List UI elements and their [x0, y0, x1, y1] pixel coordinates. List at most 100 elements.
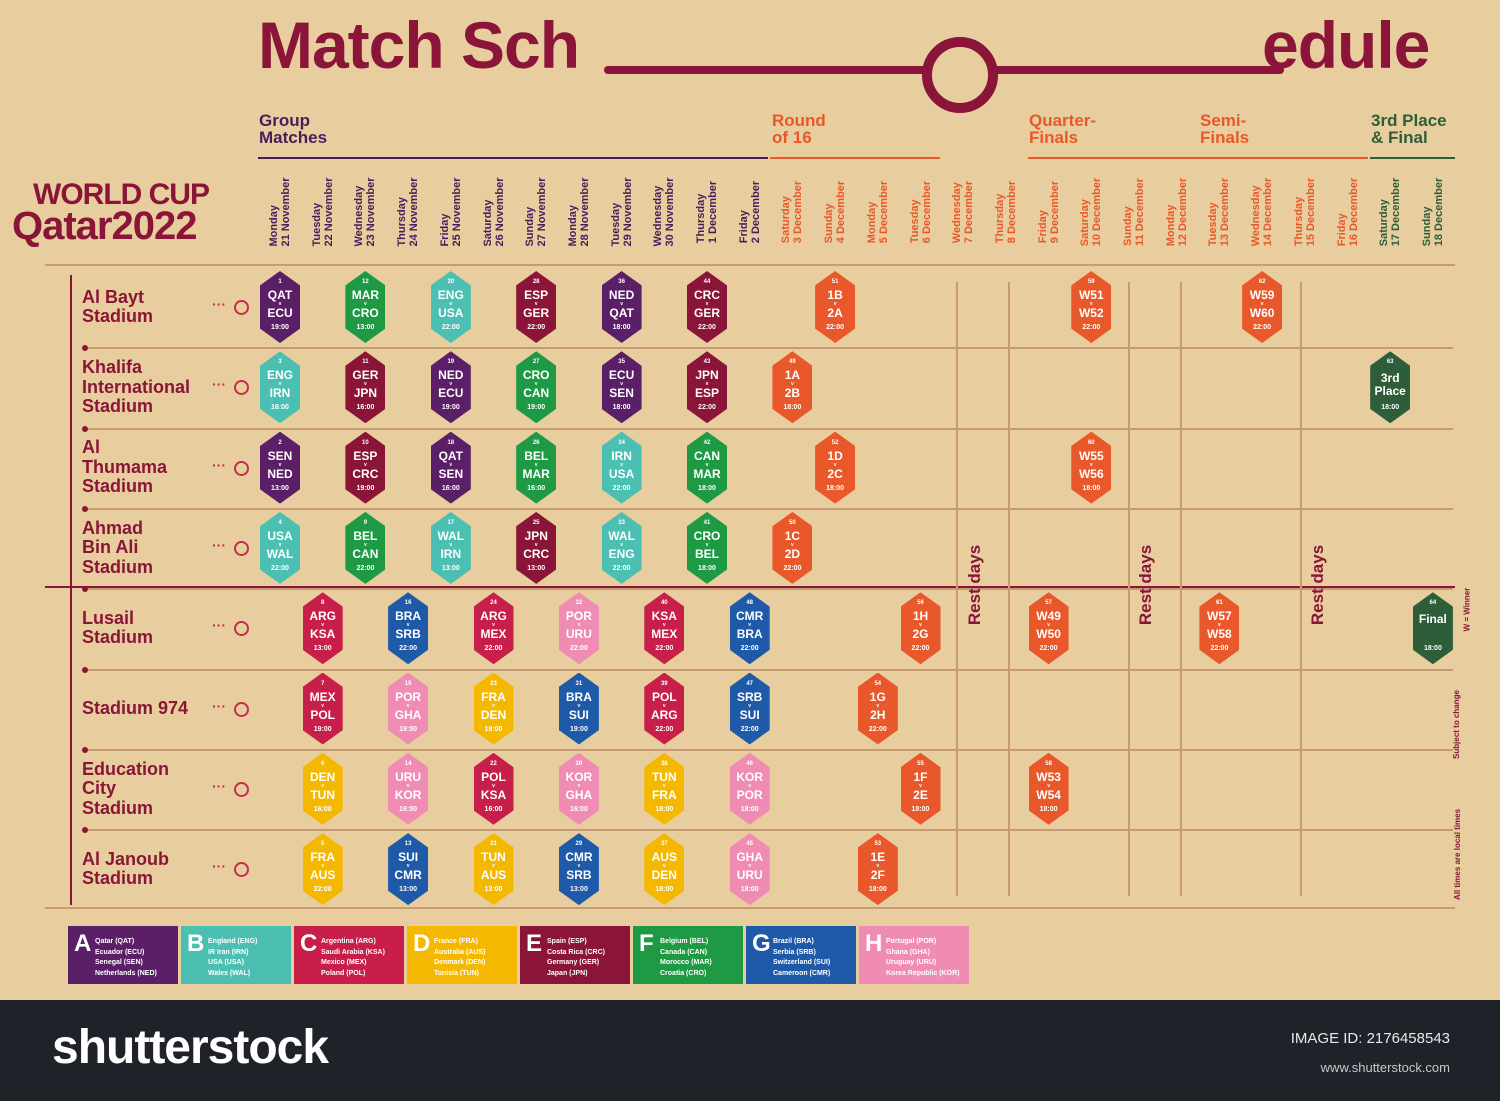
match-hexagon: 13 SUI CMR 13:00 v [388, 833, 429, 906]
phase-label: 3rd Place & Final [1371, 111, 1447, 147]
match-versus: v [919, 782, 922, 789]
match-t1: 1C [784, 528, 801, 543]
match-num: 12 [362, 279, 369, 285]
day-header: Sunday 27 November [515, 170, 557, 254]
match-versus: v [534, 301, 538, 307]
match-hexagon: 47 SRB SUI 22:00 v [729, 672, 770, 745]
match-num: 13 [404, 841, 412, 848]
match-time: 18:00 [698, 484, 716, 492]
match-t2: DEN [480, 707, 507, 722]
match-t2: W50 [1036, 627, 1061, 642]
match-num: 64 [1429, 600, 1437, 607]
column-divider [1128, 282, 1130, 896]
day-header: Thursday 24 November [387, 170, 429, 254]
match-t2: CAN [523, 386, 550, 401]
match-hexagon: 46 KOR POR 18:00 v [729, 752, 770, 825]
match-num: 16 [404, 600, 412, 607]
match-t1: KOR [736, 769, 764, 784]
match-num: 49 [789, 359, 796, 366]
day-header: Wednesday 14 December [1241, 170, 1283, 254]
day-label: Wednesday 30 November [652, 177, 677, 247]
match-time: 22:00 [441, 324, 460, 331]
day-label: Friday 25 November [438, 177, 463, 247]
match-versus: v [876, 702, 880, 709]
match-time: 19:00 [313, 725, 332, 733]
match-t1: W59 [1249, 288, 1275, 302]
match-hexagon: 12 MAR CRO 13:00 v [345, 271, 386, 343]
day-header: Monday 28 November [558, 170, 600, 254]
stadium-dots: ··· [212, 376, 226, 393]
legend-teams: Argentina (ARG) Saudi Arabia (KSA) Mexic… [321, 938, 385, 977]
match-time: 22:00 [655, 645, 674, 653]
match-num: 11 [362, 359, 369, 366]
row-separator [45, 907, 1455, 909]
legend-group-b: B England (ENG) IR Iran (IRN) USA (USA) W… [181, 926, 291, 984]
match-hexagon: 42 CAN MAR 18:00 v [687, 431, 727, 504]
match-versus: v [791, 541, 794, 548]
match-t2: URU [736, 868, 763, 883]
match-num: 31 [575, 680, 583, 687]
phase-underline [770, 157, 940, 159]
match-hexagon: 55 1F 2E 18:00 v [900, 752, 941, 825]
match-time: 18:00 [612, 404, 631, 412]
match-time: 22:00 [1210, 645, 1229, 653]
match-time: 22:00 [911, 645, 930, 653]
column-divider [1300, 282, 1302, 896]
match-num: 33 [618, 519, 625, 526]
match-t1: URU [395, 769, 422, 784]
match-t2: W52 [1078, 306, 1104, 320]
legend-group-d: D France (FRA) Australia (AUS) Denmark (D… [407, 926, 517, 984]
match-t1: NED [608, 288, 635, 302]
match-hexagon: 16 BRA SRB 22:00 v [388, 592, 429, 665]
match-num: 10 [362, 439, 369, 446]
match-hexagon: 15 POR GHA 19:00 v [388, 672, 429, 745]
match-t2: AUS [480, 868, 507, 883]
column-divider [1180, 282, 1182, 896]
football-icon [234, 862, 249, 878]
match-hexagon: 22 POL KSA 16:00 v [473, 752, 514, 825]
match-num: 7 [321, 680, 325, 687]
match-versus: v [321, 702, 325, 709]
row-separator-dot [82, 827, 88, 834]
football-icon [234, 300, 249, 315]
match-versus: v [321, 782, 325, 789]
match-num: 51 [831, 279, 839, 285]
match-versus: v [449, 541, 453, 548]
match-t2: W60 [1249, 306, 1275, 320]
match-t1: JPN [524, 528, 548, 543]
match-t1: WAL [437, 528, 465, 543]
match-t1: DEN [310, 769, 336, 784]
match-num: 35 [618, 359, 625, 366]
left-rule [70, 275, 72, 905]
match-t1: CRO [522, 368, 550, 383]
match-num: 3 [278, 359, 282, 366]
match-time: 13:00 [356, 324, 375, 331]
match-num: 48 [746, 600, 754, 607]
match-num: 2 [278, 439, 282, 446]
match-t2: POR [736, 787, 763, 802]
match-t1: POR [565, 609, 592, 624]
match-time: 16:00 [399, 805, 418, 813]
day-label: Tuesday 22 November [310, 177, 335, 247]
legend-teams: Qatar (QAT) Ecuador (ECU) Senegal (SEN) … [95, 938, 157, 977]
match-num: 43 [703, 359, 711, 366]
match-hexagon: 8 ARG KSA 13:00 v [302, 592, 343, 665]
match-num: 15 [404, 680, 412, 687]
match-hexagon: 19 NED ECU 19:00 v [430, 351, 471, 424]
match-t2: NED [267, 466, 293, 481]
row-separator [85, 829, 1453, 832]
match-t1: WAL [608, 528, 635, 543]
legend-group-e: E Spain (ESP) Costa Rica (CRC) Germany (G… [520, 926, 630, 984]
match-t2: CRC [523, 546, 550, 561]
match-hexagon: 21 TUN AUS 13:00 v [473, 833, 514, 906]
match-hexagon: 1 QAT ECU 19:00 v [260, 271, 300, 343]
match-time: 19:00 [356, 484, 375, 492]
match-num: 57 [1045, 600, 1052, 607]
day-header: Thursday 15 December [1284, 170, 1326, 254]
match-num: 47 [746, 680, 754, 687]
match-t2: SRB [395, 627, 421, 642]
match-t1: BRA [565, 689, 592, 704]
match-versus: v [406, 702, 410, 709]
legend-teams: England (ENG) IR Iran (IRN) USA (USA) Wa… [208, 938, 258, 977]
match-time: 22:00 [612, 564, 631, 572]
